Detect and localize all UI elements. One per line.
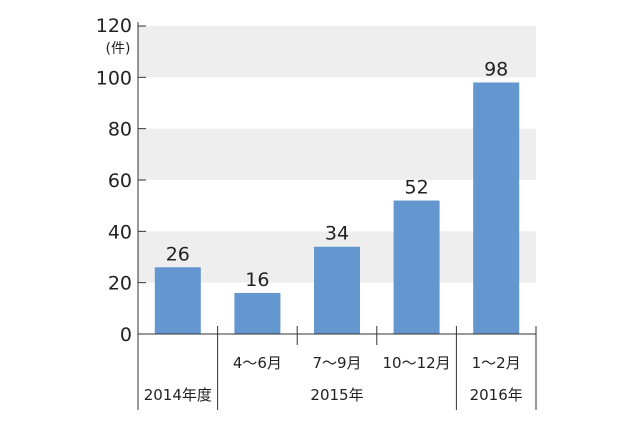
y-tick-label: 60	[108, 170, 132, 192]
bar-value-label: 52	[405, 177, 429, 199]
y-tick-label: 100	[96, 67, 132, 89]
y-unit-label: (件)	[106, 41, 131, 57]
x-group-label: 2016年	[470, 386, 523, 404]
y-tick-label: 80	[108, 119, 132, 141]
bar	[234, 292, 281, 334]
bar	[314, 246, 360, 334]
bar-value-label: 16	[245, 269, 269, 291]
labels-group: (件) 26 16 4〜6月 34 7〜9月 52 10〜12月 98 1〜2月 0 20 40 60 8…	[96, 15, 523, 404]
grid-bands	[138, 26, 536, 283]
axes-group	[137, 22, 537, 410]
bar-value-label: 34	[325, 223, 349, 245]
bar-value-label: 98	[484, 58, 508, 80]
bar	[154, 267, 201, 334]
x-category-label: 10〜12月	[383, 354, 451, 372]
x-category-label: 7〜9月	[312, 354, 361, 372]
grid-band	[138, 26, 536, 78]
x-group-label: 2015年	[310, 386, 363, 404]
bar	[393, 200, 440, 334]
bar	[473, 82, 520, 334]
x-category-label: 4〜6月	[233, 354, 282, 372]
x-group-label: 2014年度	[144, 386, 212, 404]
bar-value-label: 26	[166, 243, 190, 265]
y-tick-label: 20	[108, 273, 132, 295]
y-tick-label: 40	[108, 221, 132, 243]
y-tick-label: 120	[96, 15, 132, 37]
grid-band	[138, 128, 536, 180]
x-category-label: 1〜2月	[472, 354, 521, 372]
y-tick-label: 0	[120, 324, 132, 346]
bars-group	[154, 82, 520, 334]
